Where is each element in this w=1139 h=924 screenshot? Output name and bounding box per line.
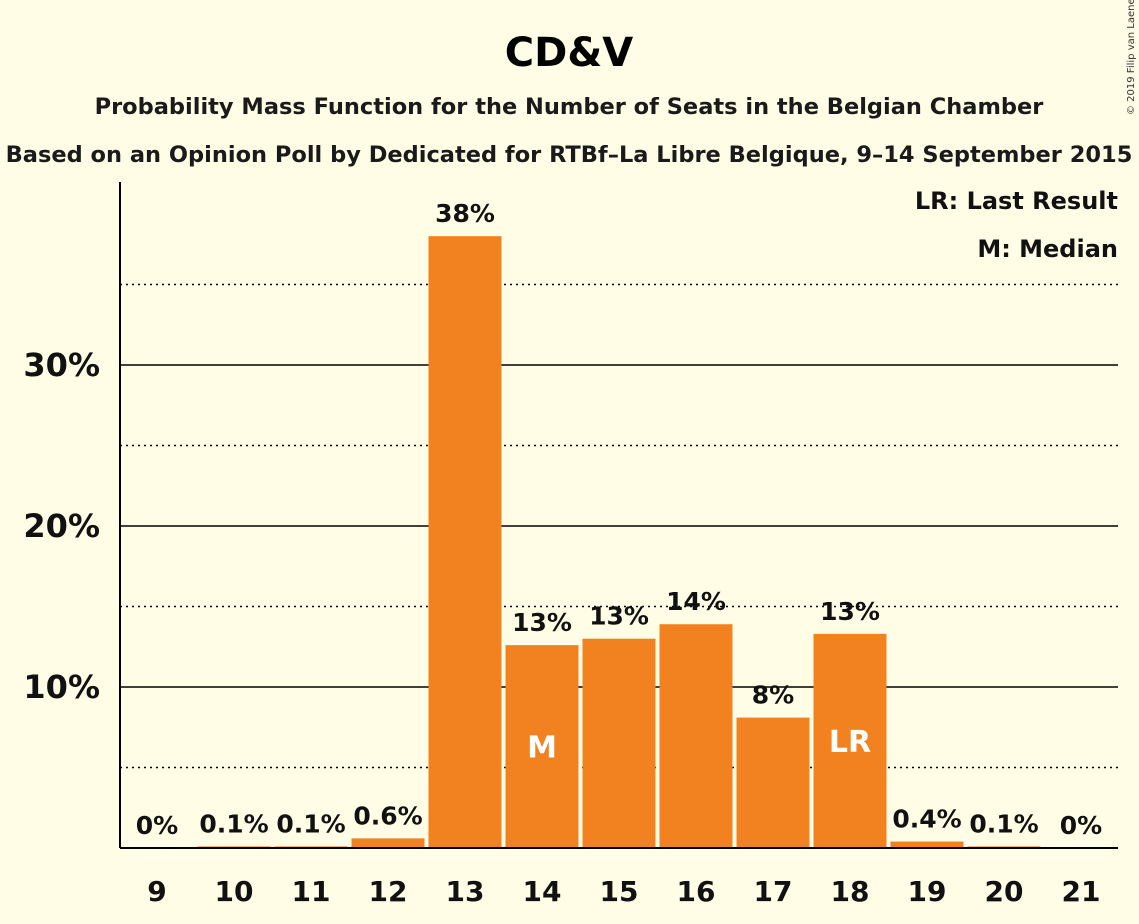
bar-seats-16 bbox=[659, 624, 733, 848]
bar-seats-14 bbox=[505, 645, 579, 848]
data-label-seats-18: 13% bbox=[820, 597, 880, 626]
data-label-seats-13: 38% bbox=[435, 199, 495, 228]
data-label-seats-14: 13% bbox=[512, 608, 572, 637]
x-tick-label-16: 16 bbox=[677, 875, 716, 908]
x-tick-label-15: 15 bbox=[600, 875, 639, 908]
data-label-seats-21: 0% bbox=[1060, 811, 1102, 840]
chart-subtitle-poll: Based on an Opinion Poll by Dedicated fo… bbox=[6, 142, 1133, 168]
x-tick-label-19: 19 bbox=[908, 875, 947, 908]
bar-marker-m: M bbox=[527, 731, 557, 766]
bar-seats-19 bbox=[890, 841, 964, 848]
bar-seats-15 bbox=[582, 638, 656, 848]
y-tick-label: 10% bbox=[23, 668, 100, 706]
x-tick-label-14: 14 bbox=[523, 875, 562, 908]
bar-seats-12 bbox=[351, 838, 425, 848]
x-tick-label-9: 9 bbox=[147, 875, 166, 908]
y-tick-label: 30% bbox=[23, 346, 100, 384]
y-axis-ticks: 10% 20% 30% bbox=[23, 346, 100, 706]
chart-subtitle: Probability Mass Function for the Number… bbox=[95, 94, 1045, 120]
x-tick-label-12: 12 bbox=[369, 875, 408, 908]
x-tick-label-17: 17 bbox=[754, 875, 793, 908]
data-label-seats-10: 0.1% bbox=[199, 809, 268, 838]
bar-seats-18 bbox=[813, 633, 887, 848]
data-label-seats-16: 14% bbox=[666, 587, 726, 616]
data-label-seats-20: 0.1% bbox=[969, 809, 1038, 838]
data-label-seats-11: 0.1% bbox=[276, 809, 345, 838]
data-label-seats-12: 0.6% bbox=[353, 801, 422, 830]
bar-marker-lr: LR bbox=[829, 725, 871, 760]
copyright-note: © 2019 Filip van Laenen bbox=[1126, 0, 1137, 115]
data-label-seats-19: 0.4% bbox=[892, 805, 961, 834]
data-label-seats-9: 0% bbox=[136, 811, 178, 840]
bars bbox=[197, 236, 1041, 848]
x-tick-label-20: 20 bbox=[985, 875, 1024, 908]
x-tick-label-11: 11 bbox=[292, 875, 331, 908]
bar-markers: M LR bbox=[527, 725, 871, 766]
chart-title: CD&V bbox=[505, 30, 633, 76]
x-axis-ticks: 9 10 11 12 13 14 15 16 17 18 19 20 21 bbox=[147, 875, 1100, 908]
x-tick-label-10: 10 bbox=[215, 875, 254, 908]
y-tick-label: 20% bbox=[23, 507, 100, 545]
data-labels: 0% 0.1% 0.1% 0.6% 38% 13% 13% 14% 8% 13% 0.4% 0.1% 0… bbox=[136, 199, 1102, 840]
data-label-seats-15: 13% bbox=[589, 602, 649, 631]
x-tick-label-21: 21 bbox=[1062, 875, 1101, 908]
legend-last-result: LR: Last Result bbox=[915, 187, 1118, 215]
bar-seats-13 bbox=[428, 236, 502, 848]
bar-seats-17 bbox=[736, 717, 810, 848]
x-tick-label-13: 13 bbox=[446, 875, 485, 908]
data-label-seats-17: 8% bbox=[752, 681, 794, 710]
legend-median: M: Median bbox=[977, 235, 1118, 263]
x-tick-label-18: 18 bbox=[831, 875, 870, 908]
